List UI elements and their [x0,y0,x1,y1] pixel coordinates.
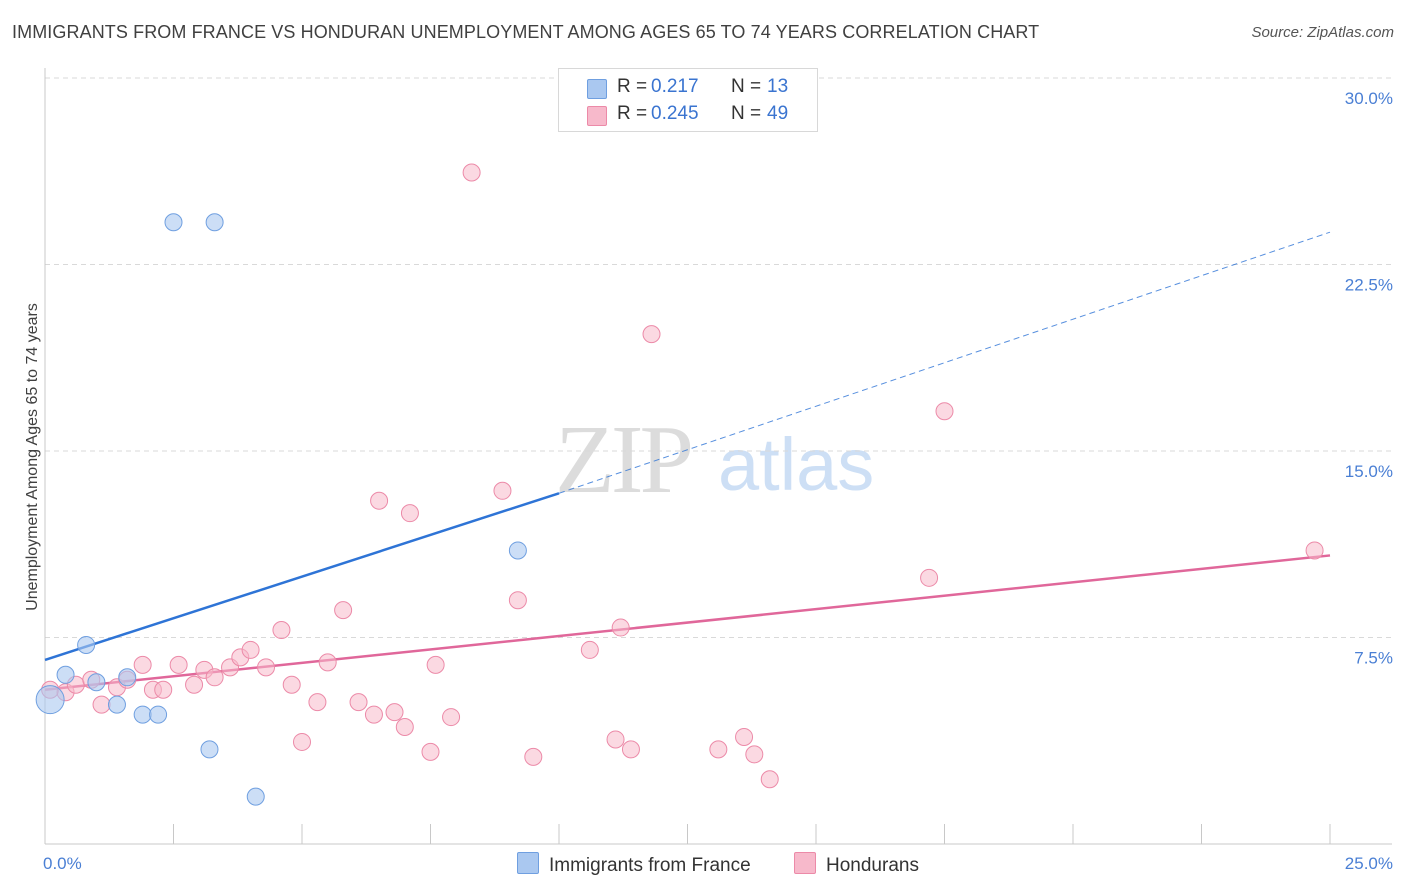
hondurans-point [257,658,276,677]
france-trend-line [44,492,560,662]
y-tick-label: 30.0% [1345,89,1393,108]
x-tick-label: 0.0% [43,854,82,873]
france-point [35,685,65,715]
r-label: R = [617,76,648,97]
hondurans-point [154,680,173,699]
r-value: 0.217 [651,76,699,97]
r-value: 0.245 [651,103,699,124]
chart-title: IMMIGRANTS FROM FRANCE VS HONDURAN UNEMP… [12,22,1040,42]
hondurans-point [642,325,661,344]
x-tick-label: 25.0% [1345,854,1393,873]
hondurans-point [133,655,152,674]
n-value: 49 [767,103,789,124]
source-label: Source: ZipAtlas.com [1251,24,1394,41]
hondurans-point [493,481,512,500]
france-point [107,695,126,714]
hondurans-point [272,621,291,640]
france-point [508,541,527,560]
legend-item-hondurans: Hondurans [794,852,919,876]
legend-label-hondurans: Hondurans [826,855,919,876]
hondurans-point [462,163,481,182]
hondurans-point [442,708,461,727]
hondurans-point [364,705,383,724]
hondurans-point [426,655,445,674]
france-point [164,213,183,232]
hondurans-point [606,730,625,749]
hondurans-point [508,591,527,610]
legend-item-france: Immigrants from France [517,852,751,876]
france-point [77,635,96,654]
hondurans-point [334,601,353,620]
r-label: R = [617,103,648,124]
france-point [149,705,168,724]
n-value: 13 [767,76,789,97]
hondurans-point [524,747,543,766]
france-point [56,665,75,684]
hondurans-point [349,693,368,712]
y-tick-label: 22.5% [1345,276,1393,295]
france-point [200,740,219,759]
hondurans-point [580,640,599,659]
n-label: N = [731,76,762,97]
hondurans-point [395,718,414,737]
stats-legend: R = 0.217 N = 13 R = 0.245 N = 49 [558,68,818,132]
france-point [118,668,137,687]
hondurans-point [282,675,301,694]
hondurans-point [205,668,224,687]
france-point [246,787,265,806]
hondurans-point [400,504,419,523]
hondurans-point [318,653,337,672]
hondurans-point [92,695,111,714]
hondurans-point [385,703,404,722]
y-tick-label: 7.5% [1354,649,1393,668]
hondurans-point [370,491,389,510]
hondurans-point [621,740,640,759]
n-label: N = [731,103,762,124]
hondurans-point [735,727,754,746]
data-points [35,163,1324,806]
hondurans-point [169,655,188,674]
watermark-zip: ZIP [555,406,690,514]
y-axis-label: Unemployment Among Ages 65 to 74 years [24,303,41,611]
france-swatch [517,852,539,874]
hondurans-point [709,740,728,759]
gridlines [45,77,1392,638]
france-point [87,673,106,692]
france-point [133,705,152,724]
france-point [205,213,224,232]
watermark-atlas: atlas [718,423,874,506]
hondurans-point [1305,541,1324,560]
hondurans-point [308,693,327,712]
legend-label-france: Immigrants from France [549,855,751,876]
y-tick-label: 15.0% [1345,462,1393,481]
hondurans-point [760,770,779,789]
axes [44,68,1392,845]
hondurans-point [421,742,440,761]
watermark: ZIP atlas [555,406,874,514]
hondurans-swatch [794,852,816,874]
hondurans-point [293,732,311,751]
france-swatch [587,79,607,99]
hondurans-swatch [587,106,607,126]
hondurans-point [241,640,260,659]
hondurans-point [920,568,939,587]
hondurans-point [185,675,204,694]
hondurans-point [611,618,630,637]
tick-labels: 7.5% 15.0% 22.5% 30.0% 0.0% 25.0% [43,89,1393,873]
hondurans-point [745,745,764,764]
hondurans-point [935,402,954,421]
france-trend-extension [558,231,1331,494]
